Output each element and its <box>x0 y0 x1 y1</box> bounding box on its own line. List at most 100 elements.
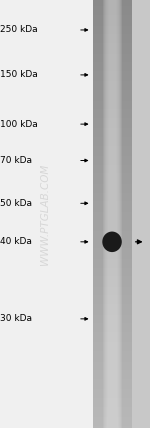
Bar <box>93 139 132 141</box>
Bar <box>93 24 132 26</box>
Bar <box>93 353 132 355</box>
Bar <box>93 280 132 282</box>
Bar <box>93 334 132 336</box>
Bar <box>93 0 132 2</box>
Bar <box>93 242 132 244</box>
Bar <box>93 349 132 351</box>
Bar <box>93 79 132 81</box>
Bar <box>93 310 132 312</box>
Bar <box>93 387 132 389</box>
Bar <box>93 32 132 34</box>
Bar <box>93 291 132 293</box>
Bar <box>93 383 132 385</box>
Bar <box>106 0 119 428</box>
Bar <box>93 327 132 330</box>
Bar <box>93 51 132 54</box>
Bar <box>107 0 118 428</box>
Bar <box>93 150 132 152</box>
Bar <box>93 60 132 62</box>
Bar <box>111 0 114 428</box>
Bar <box>93 257 132 259</box>
Bar <box>110 0 115 428</box>
Bar <box>112 0 113 428</box>
Bar <box>93 58 132 60</box>
Bar <box>93 370 132 372</box>
Bar <box>93 287 132 289</box>
Bar <box>93 131 132 133</box>
Bar <box>109 0 116 428</box>
Bar <box>93 163 132 165</box>
Bar <box>105 0 120 428</box>
Bar <box>112 0 114 428</box>
Bar <box>93 94 132 96</box>
Bar <box>93 169 132 171</box>
Bar <box>93 128 132 131</box>
Bar <box>93 336 132 338</box>
Bar <box>93 340 132 342</box>
Bar <box>93 407 132 409</box>
Bar <box>93 214 132 216</box>
Bar <box>109 0 116 428</box>
Bar <box>93 259 132 261</box>
Bar <box>93 355 132 357</box>
Bar <box>93 304 132 306</box>
Bar <box>93 68 132 71</box>
Bar <box>93 323 132 325</box>
Bar <box>93 49 132 51</box>
Bar <box>93 19 132 21</box>
Bar <box>93 319 132 321</box>
Bar <box>93 360 132 362</box>
Bar <box>93 165 132 167</box>
Bar <box>93 289 132 291</box>
Bar <box>93 201 132 203</box>
Bar <box>93 400 132 402</box>
Bar <box>0 0 93 428</box>
Bar <box>93 6 132 9</box>
Bar <box>93 411 132 413</box>
Bar <box>93 394 132 396</box>
Bar <box>93 364 132 366</box>
Bar <box>93 152 132 154</box>
Bar <box>93 171 132 173</box>
Bar <box>93 308 132 310</box>
Bar <box>93 64 132 66</box>
Bar <box>111 0 114 428</box>
Bar <box>93 188 132 190</box>
Bar <box>93 317 132 319</box>
Bar <box>93 295 132 297</box>
Bar <box>93 77 132 79</box>
Bar <box>93 109 132 111</box>
Text: 30 kDa: 30 kDa <box>0 314 32 324</box>
Bar <box>93 220 132 223</box>
Bar <box>93 175 132 178</box>
Bar <box>93 41 132 43</box>
Text: 100 kDa: 100 kDa <box>0 119 38 129</box>
Text: 150 kDa: 150 kDa <box>0 70 38 80</box>
Bar <box>93 297 132 300</box>
Bar <box>105 0 120 428</box>
Bar <box>93 419 132 422</box>
Bar <box>93 199 132 201</box>
Bar <box>93 233 132 235</box>
Bar <box>93 274 132 276</box>
Bar <box>93 182 132 184</box>
Bar <box>93 180 132 182</box>
Bar <box>132 0 150 428</box>
Bar <box>93 227 132 229</box>
Bar <box>93 28 132 30</box>
Bar <box>93 190 132 193</box>
Bar <box>93 357 132 360</box>
Bar <box>93 265 132 268</box>
Bar <box>93 133 132 135</box>
Bar <box>93 15 132 17</box>
Bar <box>93 368 132 370</box>
Bar <box>93 385 132 387</box>
Bar <box>93 270 132 272</box>
Bar <box>93 342 132 345</box>
Bar <box>93 261 132 263</box>
Bar <box>93 409 132 411</box>
Bar <box>93 402 132 404</box>
Bar <box>93 366 132 368</box>
Text: WWW.PTGLAB.COM: WWW.PTGLAB.COM <box>40 163 50 265</box>
Bar <box>93 195 132 197</box>
